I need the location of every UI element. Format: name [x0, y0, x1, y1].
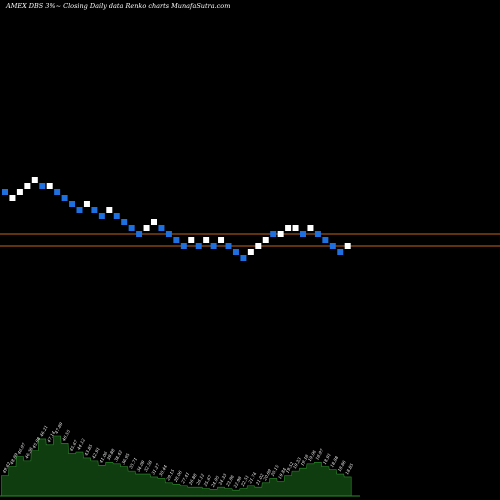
brick-down — [136, 231, 143, 237]
brick-up — [203, 237, 210, 243]
brick-up — [285, 225, 292, 231]
volume-label: 31.27 — [150, 462, 160, 475]
brick-down — [158, 225, 165, 231]
brick-up — [247, 249, 254, 255]
volume-label: 26.12 — [195, 472, 206, 486]
brick-down — [69, 201, 76, 207]
volume-label: 20.69 — [262, 468, 273, 482]
brick-down — [121, 219, 128, 225]
volume-label: 48.89 — [8, 452, 19, 466]
brick-down — [91, 207, 98, 213]
volume-label: 26.88 — [187, 472, 198, 486]
volume-label: 21.02 — [254, 472, 265, 486]
brick-down — [2, 189, 8, 195]
brick-up — [151, 219, 157, 225]
brick-up — [262, 237, 269, 243]
brick-down — [240, 255, 247, 261]
brick-down — [76, 207, 83, 213]
brick-down — [180, 243, 187, 249]
brick-up — [106, 207, 113, 213]
brick-down — [270, 231, 277, 237]
brick-down — [54, 189, 61, 195]
brick-up — [31, 177, 38, 183]
volume-label: 36.95 — [121, 452, 131, 465]
brick-up — [9, 195, 16, 201]
brick-down — [329, 243, 336, 249]
volume-label: 19.18 — [299, 453, 309, 466]
volume-label: 46.55 — [61, 429, 72, 443]
volume-label: 20.15 — [269, 464, 280, 478]
volume-label: 45.67 — [68, 439, 79, 453]
brick-up — [277, 231, 284, 237]
brick-down — [195, 243, 202, 249]
volume-label: 19.33 — [292, 456, 302, 469]
brick-down — [39, 183, 46, 189]
chart-title: AMEX DBS 3%~ Closing Daily data Renko ch… — [6, 2, 231, 10]
volume-label: 47.89 — [53, 421, 64, 435]
brick-down — [210, 243, 217, 249]
volume-label: 42.91 — [90, 446, 101, 460]
brick-down — [300, 231, 306, 237]
volume-label: 29.15 — [165, 468, 176, 482]
volume-label: 47.14 — [46, 430, 57, 444]
volume-label: 46.97 — [16, 442, 27, 456]
volume-label: 46.36 — [23, 446, 34, 460]
brick-up — [83, 201, 90, 207]
volume-label: 24.33 — [217, 472, 228, 486]
volume-label: 46.21 — [38, 424, 49, 438]
volume-label: 44.12 — [75, 437, 86, 451]
brick-up — [218, 237, 225, 243]
volume-label: 19.84 — [277, 467, 287, 480]
brick-up — [24, 183, 31, 189]
volume-label: 22.51 — [239, 474, 250, 488]
brick-down — [322, 237, 329, 243]
volume-label: 45.98 — [31, 436, 42, 450]
brick-down — [165, 231, 172, 237]
volume-label: 25.67 — [202, 474, 213, 488]
volume-label: 23.86 — [224, 474, 235, 488]
brick-down — [173, 237, 180, 243]
volume-label: 22.98 — [232, 475, 243, 489]
volume-label: 19.52 — [285, 461, 295, 474]
volume-label: 49.62 — [1, 461, 12, 475]
brick-up — [292, 225, 299, 231]
brick-down — [61, 195, 68, 201]
brick-down — [128, 225, 135, 231]
brick-up — [143, 225, 150, 231]
brick-up — [344, 243, 351, 249]
brick-up — [188, 237, 195, 243]
volume-label: 39.88 — [106, 448, 116, 461]
volume-label: 18.86 — [337, 459, 347, 472]
brick-down — [225, 243, 232, 249]
volume-area — [1, 435, 360, 497]
volume-label: 38.42 — [113, 449, 123, 462]
brick-up — [46, 183, 53, 189]
brick-down — [314, 231, 321, 237]
volume-label: 35.71 — [128, 457, 138, 470]
brick-down — [113, 213, 120, 219]
volume-label: 18.85 — [344, 462, 354, 475]
volume-label: 24.95 — [210, 475, 221, 489]
brick-up — [16, 189, 23, 195]
volume-label: 32.58 — [143, 459, 153, 472]
brick-up — [307, 225, 314, 231]
volume-label: 18.91 — [322, 452, 332, 465]
volume-label: 28.06 — [172, 470, 183, 484]
brick-down — [337, 249, 344, 255]
volume-label: 41.06 — [98, 451, 109, 465]
volume-label: 43.85 — [83, 443, 94, 457]
volume-label: 34.09 — [136, 459, 146, 472]
volume-label: 18.88 — [329, 455, 339, 468]
volume-label: 19.06 — [307, 449, 317, 462]
brick-up — [255, 243, 262, 249]
volume-label: 30.44 — [158, 464, 168, 477]
brick-down — [232, 249, 239, 255]
volume-label: 27.41 — [180, 471, 191, 485]
volume-label: 18.97 — [314, 448, 324, 461]
volume-label: 21.74 — [247, 471, 258, 485]
brick-down — [98, 213, 105, 219]
